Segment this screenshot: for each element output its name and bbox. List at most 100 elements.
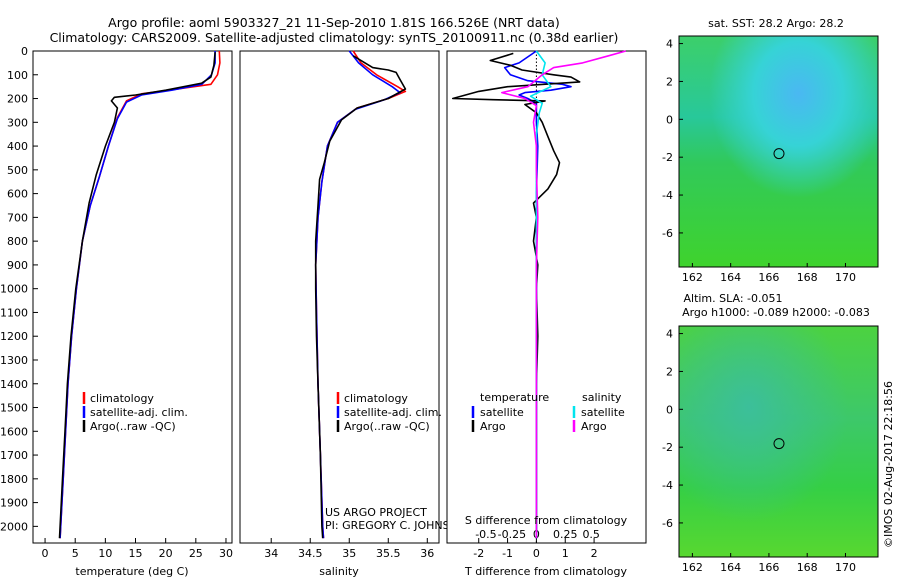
depth-tick-label: 700 — [7, 211, 28, 224]
sla-plot-frame — [678, 325, 879, 558]
depth-tick-label: 200 — [7, 93, 28, 106]
legend-s-satellite-label: satellite — [581, 406, 625, 419]
sst-warm-pool-shading — [679, 36, 878, 267]
depth-tick-label: 1700 — [0, 449, 28, 462]
difference-xtick-label: -2 — [473, 547, 484, 560]
legend-salinity-header: salinity — [582, 391, 622, 404]
sla-lat-tick-label: -2 — [662, 441, 673, 454]
difference-xlabel: T difference from climatology — [464, 565, 627, 578]
depth-tick-label: 1300 — [0, 354, 28, 367]
legend-temperature-header: temperature — [480, 391, 549, 404]
depth-tick-label: 1200 — [0, 330, 28, 343]
salinity-difference-tick-label: 0.25 — [553, 528, 578, 541]
temperature-panel: 0100200300400500600700800900100011001200… — [0, 45, 233, 578]
sla-lat-tick-label: 4 — [666, 328, 673, 341]
sst-lon-tick-label: 168 — [797, 271, 818, 284]
salinity-difference-tick-label: -0.5 — [475, 528, 496, 541]
salinity-xtick-label: 36 — [420, 547, 434, 560]
depth-tick-label: 400 — [7, 140, 28, 153]
difference-s-label: S difference from climatology — [465, 514, 628, 527]
sla-map-subtitle: Argo h1000: -0.089 h2000: -0.083 — [682, 306, 870, 319]
depth-tick-label: 1000 — [0, 283, 28, 296]
difference-xtick-label: 0 — [533, 547, 540, 560]
sla-lat-tick-label: -4 — [662, 479, 673, 492]
sst-lat-tick-label: -4 — [662, 189, 673, 202]
salinity-xlabel: salinity — [319, 565, 359, 578]
salinity-series-argo-raw-qc — [314, 55, 407, 539]
difference-xtick-label: 2 — [591, 547, 598, 560]
temperature-xtick-label: 20 — [159, 547, 173, 560]
figure-title-line2: Climatology: CARS2009. Satellite-adjuste… — [50, 30, 619, 45]
salinity-panel: 34 34.5 35 35.5 36 salinity climatology sate… — [239, 50, 466, 578]
legend-argo-label: Argo(..raw -QC) — [90, 420, 176, 433]
project-line1: US ARGO PROJECT — [325, 506, 427, 519]
temperature-plot-frame — [32, 50, 233, 544]
sla-lat-tick-label: -6 — [662, 517, 673, 530]
sla-anomaly-shading — [679, 326, 878, 557]
depth-tick-label: 2000 — [0, 520, 28, 533]
salinity-plot-frame — [239, 50, 440, 544]
argo-location-marker — [773, 148, 785, 160]
salinity-xtick-label: 35.5 — [376, 547, 401, 560]
sst-lat-tick-label: 4 — [666, 38, 673, 51]
temperature-xtick-label: 10 — [98, 547, 112, 560]
legend-t-argo-label: Argo — [480, 420, 506, 433]
depth-tick-label: 1100 — [0, 306, 28, 319]
temperature-xtick-label: 25 — [189, 547, 203, 560]
salinity-difference-tick-label: 0.5 — [582, 528, 600, 541]
sst-lon-tick-label: 164 — [720, 271, 741, 284]
legend-t-satellite-label: satellite — [480, 406, 524, 419]
difference-xtick-label: -1 — [502, 547, 513, 560]
temperature-xtick-label: 0 — [42, 547, 49, 560]
salinity-xtick-label: 34.5 — [298, 547, 323, 560]
legend-s-argo-label: Argo — [581, 420, 607, 433]
salinity-legend: climatology satellite-adj. clim. Argo(..… — [336, 392, 442, 433]
sla-lon-tick-label: 162 — [682, 561, 703, 574]
difference-xtick-label: 1 — [562, 547, 569, 560]
sst-map-panel: sat. SST: 28.2 Argo: 28.2 162 164 166 168 17… — [662, 17, 879, 284]
figure-title-line1: Argo profile: aoml 5903327_21 11-Sep-201… — [108, 15, 560, 30]
temperature-legend: climatology satellite-adj. clim. Argo(..… — [82, 392, 188, 433]
sla-lat-tick-label: 2 — [666, 365, 673, 378]
legend-satellite-label: satellite-adj. clim. — [344, 406, 442, 419]
depth-tick-label: 1900 — [0, 497, 28, 510]
salinity-xtick-label: 35 — [342, 547, 356, 560]
sla-lon-tick-label: 170 — [835, 561, 856, 574]
argo-location-marker — [773, 438, 785, 450]
sst-map-title: sat. SST: 28.2 Argo: 28.2 — [708, 17, 844, 30]
depth-tick-label: 100 — [7, 69, 28, 82]
sla-map-title: Altim. SLA: -0.051 — [683, 292, 782, 305]
sla-lat-tick-label: 0 — [666, 403, 673, 416]
temperature-xtick-label: 5 — [72, 547, 79, 560]
sst-lat-tick-label: 0 — [666, 113, 673, 126]
sst-lat-tick-label: -6 — [662, 227, 673, 240]
legend-climatology-label: climatology — [90, 392, 154, 405]
depth-tick-label: 800 — [7, 235, 28, 248]
legend-argo-label: Argo(..raw -QC) — [344, 420, 430, 433]
temperature-xlabel: temperature (deg C) — [75, 565, 188, 578]
depth-tick-label: 900 — [7, 259, 28, 272]
difference-series-argo — [500, 50, 627, 539]
sst-lon-tick-label: 162 — [682, 271, 703, 284]
depth-tick-label: 1400 — [0, 378, 28, 391]
legend-satellite-label: satellite-adj. clim. — [90, 406, 188, 419]
project-line2: PI: GREGORY C. JOHNSON — [325, 519, 466, 532]
sst-lon-tick-label: 170 — [835, 271, 856, 284]
depth-tick-label: 0 — [21, 45, 28, 58]
sla-lon-tick-label: 166 — [758, 561, 779, 574]
depth-tick-label: 1800 — [0, 473, 28, 486]
sla-lon-tick-label: 164 — [720, 561, 741, 574]
sst-lat-tick-label: 2 — [666, 75, 673, 88]
sla-lon-tick-label: 168 — [797, 561, 818, 574]
salinity-difference-tick-label: -0.25 — [498, 528, 526, 541]
depth-tick-label: 300 — [7, 116, 28, 129]
temperature-xtick-label: 15 — [129, 547, 143, 560]
temperature-series-argo-raw-qc — [58, 52, 216, 539]
depth-tick-label: 1600 — [0, 425, 28, 438]
depth-tick-label: 500 — [7, 164, 28, 177]
depth-tick-label: 1500 — [0, 402, 28, 415]
legend-climatology-label: climatology — [344, 392, 408, 405]
difference-legend: temperature salinity satellite Argo sate… — [471, 391, 625, 433]
